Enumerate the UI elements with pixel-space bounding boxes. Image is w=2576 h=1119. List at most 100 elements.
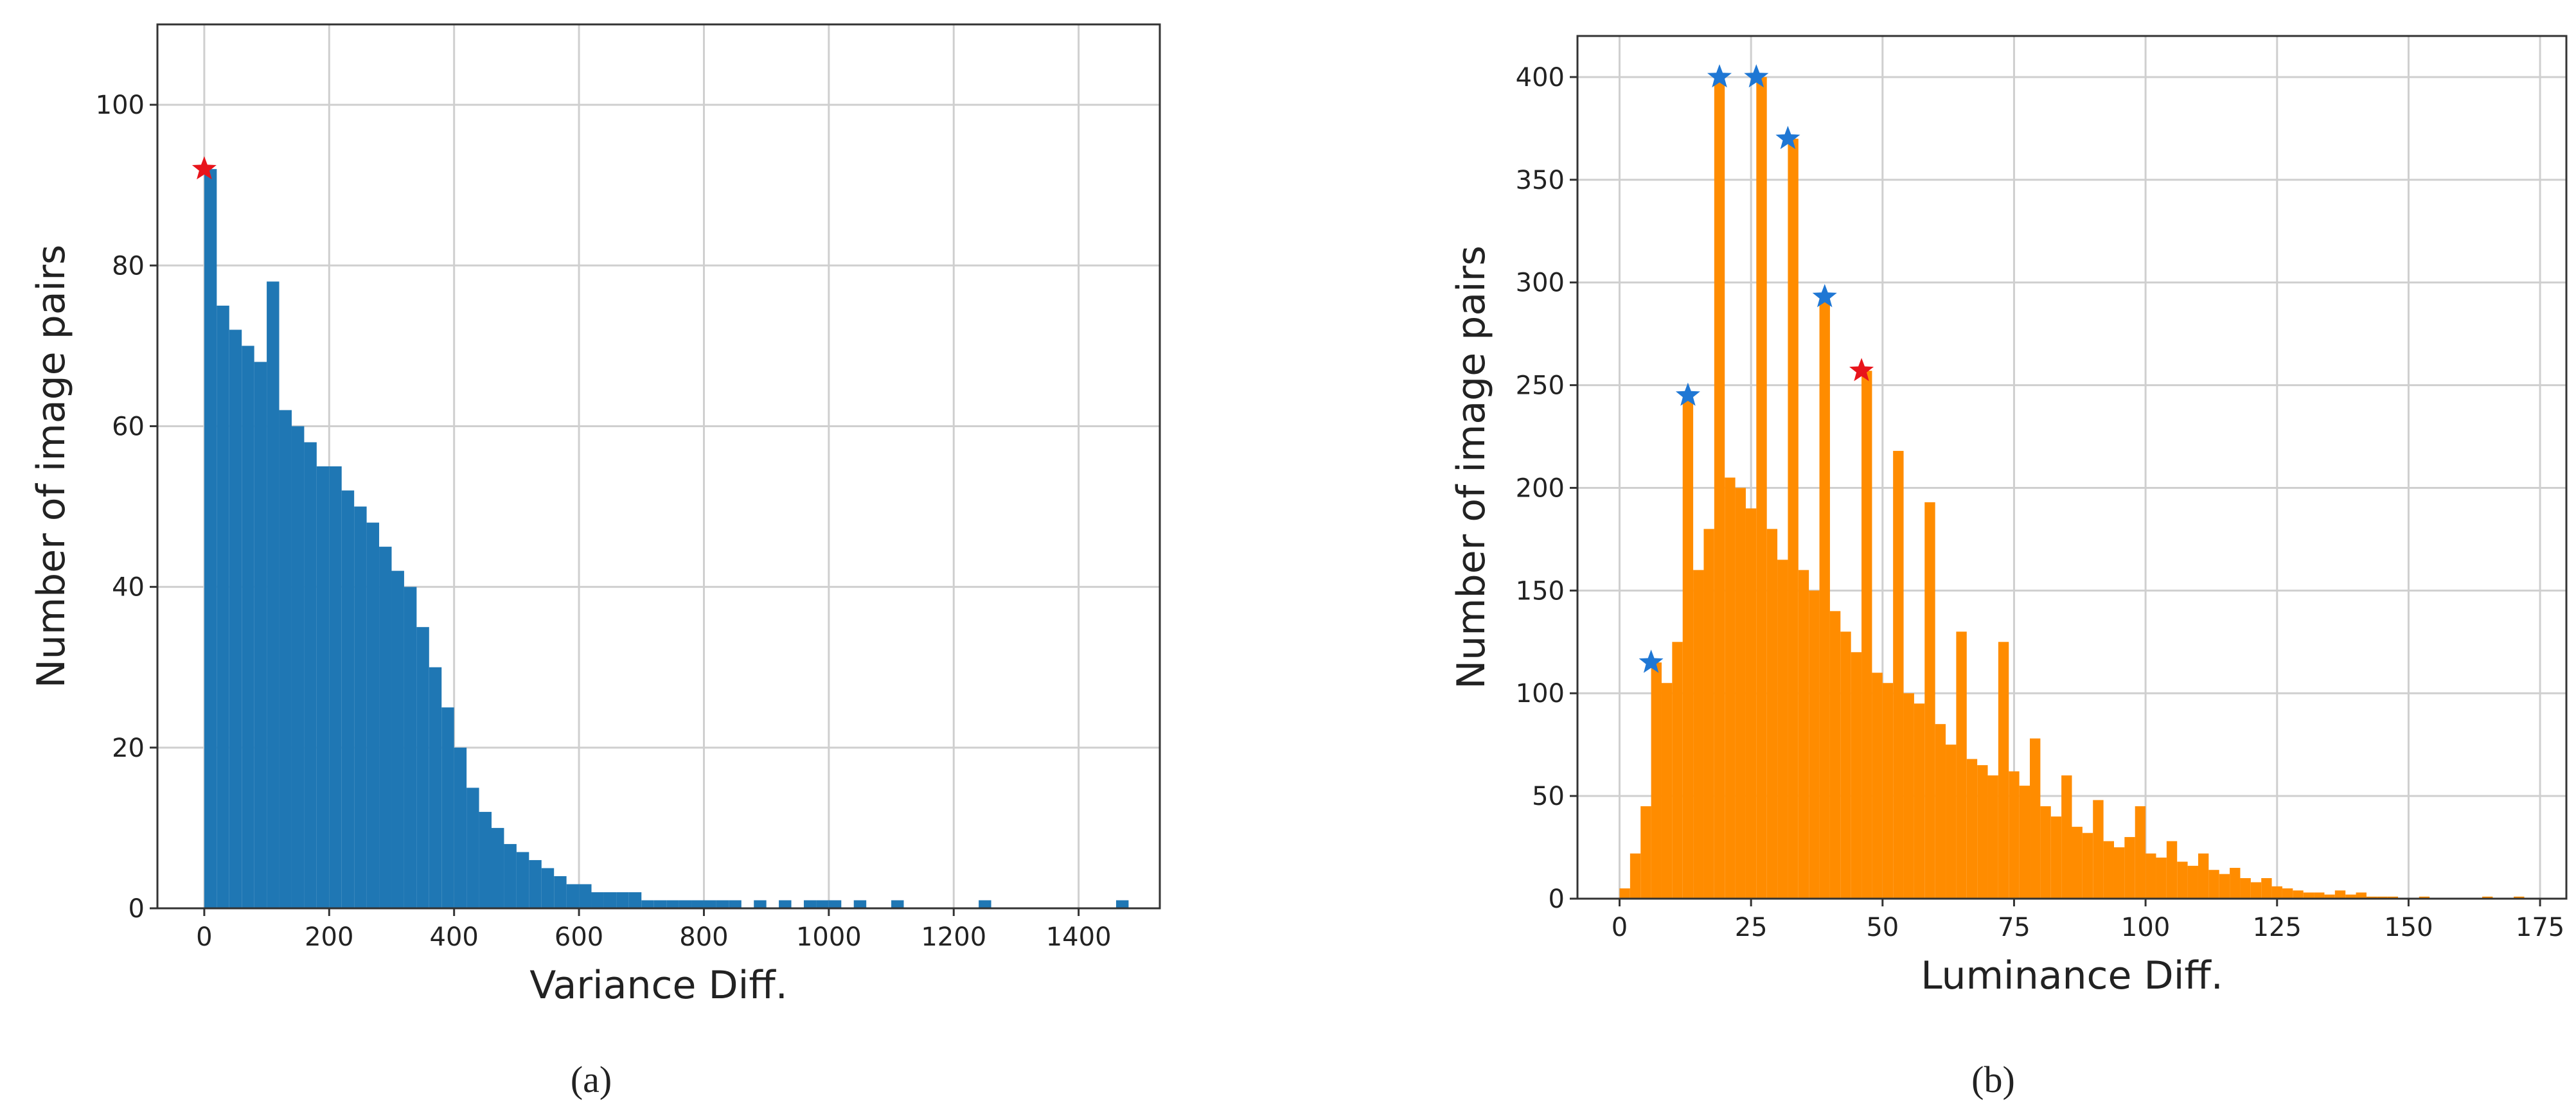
bar xyxy=(479,811,492,908)
star-marker xyxy=(1812,284,1837,308)
x-tick-label: 0 xyxy=(1612,913,1628,942)
bar xyxy=(2135,806,2146,899)
bar xyxy=(2377,896,2388,899)
bar xyxy=(529,859,542,908)
bar xyxy=(679,900,692,908)
bar xyxy=(2166,841,2178,899)
bar xyxy=(2198,853,2209,899)
bar xyxy=(267,281,280,909)
bar xyxy=(1914,703,1925,899)
bar xyxy=(366,522,380,908)
bar xyxy=(2187,865,2198,899)
bar xyxy=(1882,683,1894,899)
x-tick-label: 100 xyxy=(2121,913,2170,942)
x-tick-label: 200 xyxy=(305,922,353,952)
bar xyxy=(2271,886,2282,899)
x-tick-label: 400 xyxy=(430,922,479,952)
bar xyxy=(404,586,417,908)
bar xyxy=(454,747,467,908)
bar xyxy=(1819,297,1830,899)
bar xyxy=(1651,662,1662,899)
star-marker xyxy=(1639,649,1664,673)
bar xyxy=(628,892,642,908)
bar xyxy=(229,330,242,908)
bar xyxy=(2072,827,2083,899)
bar xyxy=(1935,724,1946,899)
y-tick-label: 250 xyxy=(1516,371,1565,401)
bar xyxy=(666,900,679,908)
bar xyxy=(2177,861,2188,899)
bar xyxy=(1924,502,1935,899)
y-tick-label: 40 xyxy=(112,573,145,603)
plot-frame xyxy=(1576,35,2568,900)
bar xyxy=(591,892,604,908)
bar xyxy=(891,900,904,908)
x-tick-label: 75 xyxy=(1998,913,2030,942)
y-tick-label: 150 xyxy=(1516,576,1565,606)
star-marker xyxy=(1675,382,1700,406)
bar xyxy=(1682,395,1694,899)
bar xyxy=(853,900,867,908)
y-axis-label: Number of image pairs xyxy=(29,245,74,688)
bar xyxy=(329,466,342,908)
bar xyxy=(1829,611,1841,899)
panel-label: (b) xyxy=(1971,1059,2015,1100)
panel-label: (a) xyxy=(571,1059,612,1100)
bar xyxy=(2103,841,2114,899)
bar xyxy=(2514,896,2525,899)
bar xyxy=(1725,477,1736,899)
x-tick-label: 125 xyxy=(2253,913,2302,942)
bar xyxy=(2124,837,2135,899)
y-tick-label: 100 xyxy=(1516,679,1565,709)
bar xyxy=(279,410,292,908)
star-marker xyxy=(1707,64,1732,88)
bar xyxy=(2261,878,2272,899)
bar xyxy=(1872,673,1883,899)
bar xyxy=(2082,833,2093,899)
bar xyxy=(2356,892,2367,899)
bar xyxy=(217,305,229,908)
bar xyxy=(204,169,217,909)
y-tick-label: 0 xyxy=(1549,885,1565,914)
x-tick-label: 150 xyxy=(2384,913,2433,942)
bar xyxy=(979,900,991,908)
bar xyxy=(2113,847,2125,899)
x-tick-label: 0 xyxy=(196,922,212,952)
bar xyxy=(416,627,429,908)
bar xyxy=(641,900,654,908)
bar xyxy=(2009,771,2020,899)
x-tick-label: 800 xyxy=(679,922,728,952)
bar xyxy=(1777,560,1788,899)
bar xyxy=(1861,371,1872,899)
bar xyxy=(1672,642,1683,899)
bar xyxy=(242,346,254,908)
bar xyxy=(316,466,330,908)
x-tick-label: 1400 xyxy=(1046,922,1112,952)
bar xyxy=(2482,896,2493,899)
bar xyxy=(1798,570,1809,899)
bar xyxy=(1946,745,1957,899)
bar xyxy=(2334,890,2346,899)
bar xyxy=(1640,806,1651,899)
bar xyxy=(2145,853,2156,899)
bar xyxy=(2293,890,2304,899)
y-tick-label: 80 xyxy=(112,251,145,281)
bar xyxy=(816,900,829,908)
bar xyxy=(541,868,555,908)
bar xyxy=(429,667,442,908)
bar xyxy=(1809,590,1820,899)
bar xyxy=(341,490,355,908)
bar xyxy=(2061,775,2072,899)
bar xyxy=(691,900,704,908)
bar xyxy=(504,843,517,908)
bar xyxy=(2230,868,2241,899)
bar xyxy=(2019,786,2030,899)
bar xyxy=(1735,488,1746,899)
bar xyxy=(354,506,367,908)
y-tick-label: 60 xyxy=(112,412,145,441)
bar xyxy=(291,426,305,908)
star-marker xyxy=(1849,358,1874,382)
y-axis-label: Number of image pairs xyxy=(1449,245,1494,689)
x-tick-label: 25 xyxy=(1735,913,1768,942)
